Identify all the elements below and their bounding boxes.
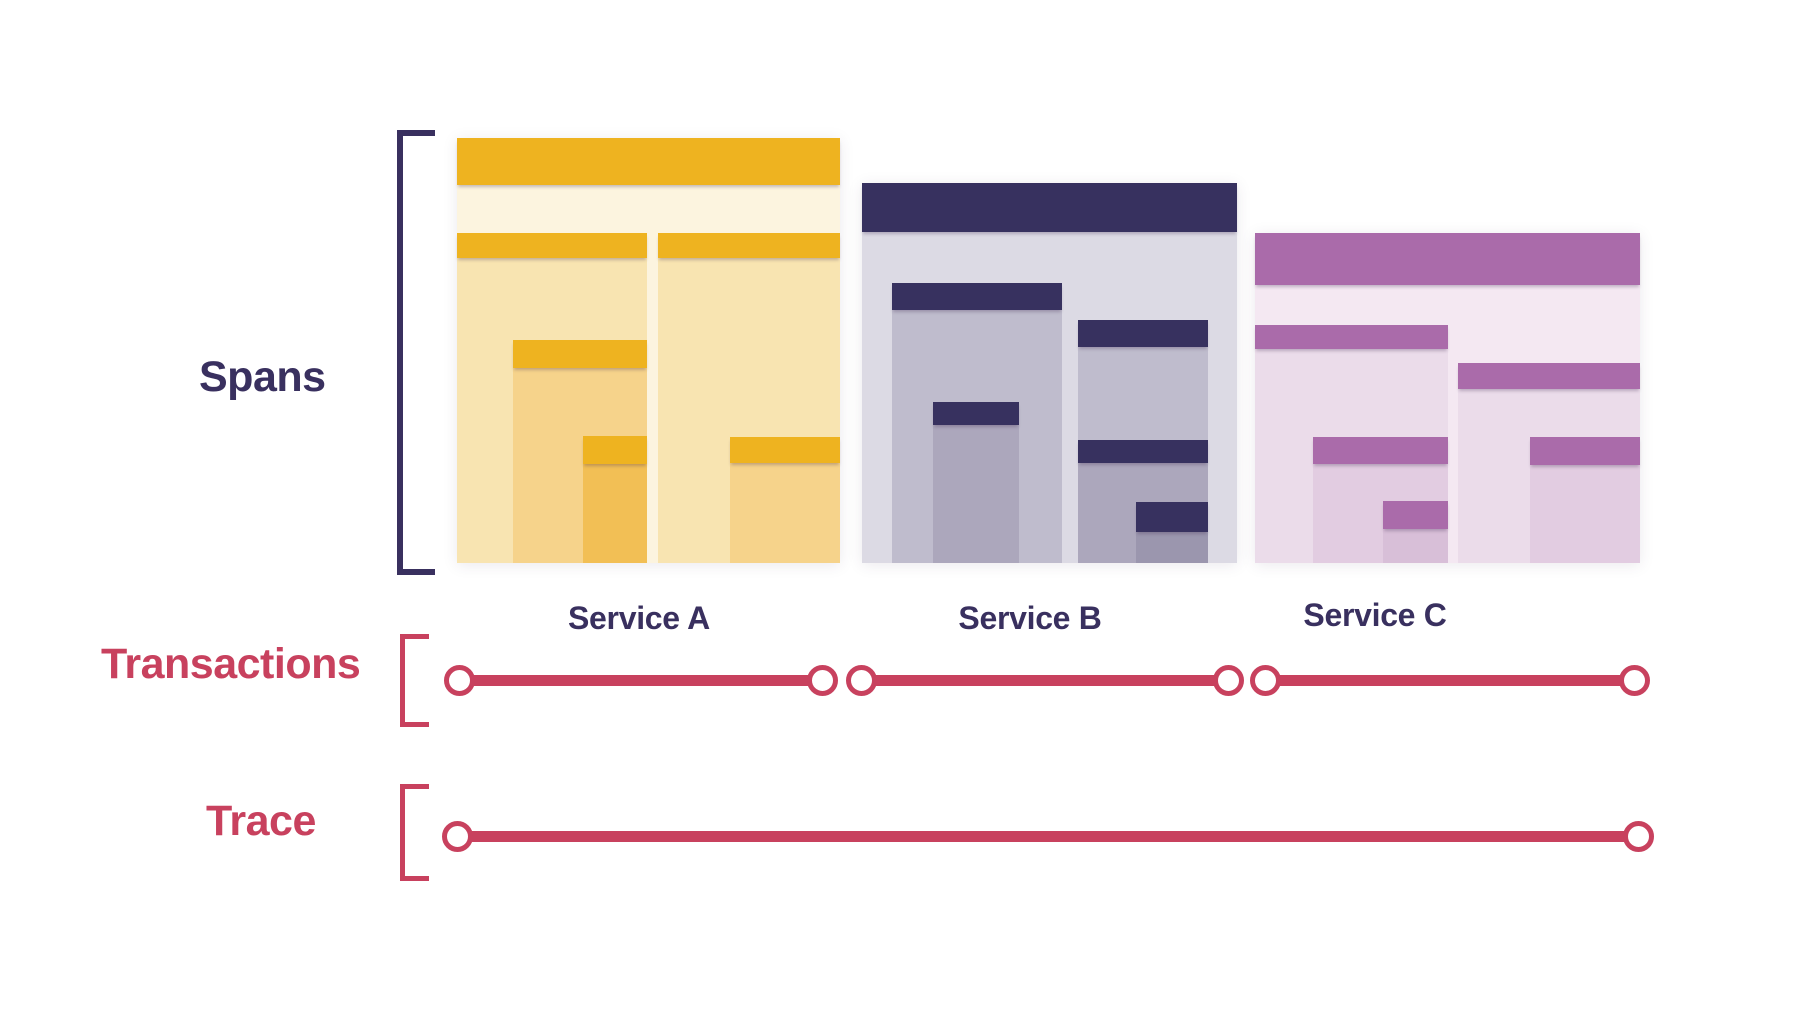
trace-label: Trace (206, 797, 316, 845)
span-bar-level-2 (1530, 437, 1640, 465)
transaction-endpoint (443, 664, 475, 696)
transaction-endpoint (806, 664, 838, 696)
transactions-bracket (400, 634, 429, 727)
transactions-label: Transactions (101, 640, 361, 688)
span-bar-level-3 (1136, 502, 1208, 532)
transaction-line (1265, 674, 1634, 686)
span-bar-level-1 (892, 283, 1062, 310)
trace-endpoint (1622, 820, 1654, 852)
span-bar-level-2 (933, 402, 1019, 425)
service-a-label: Service A (568, 600, 710, 636)
transaction-endpoint (1249, 664, 1281, 696)
span-bar-level-1 (1078, 320, 1208, 347)
span-bar-level-1 (1458, 363, 1640, 389)
span-bar-level-3 (1383, 501, 1448, 529)
transaction-line (861, 674, 1228, 686)
span-bar-level-1 (1255, 325, 1448, 349)
service-c-label: Service C (1303, 597, 1447, 633)
trace-endpoint (441, 820, 473, 852)
span-bar-level-1 (457, 233, 647, 258)
spans-bracket (397, 130, 435, 575)
transaction-endpoint (1212, 664, 1244, 696)
span-bar-level-0 (457, 138, 840, 185)
span-body-level-2 (933, 402, 1019, 563)
span-bar-level-1 (658, 233, 840, 258)
span-bar-level-2 (730, 437, 840, 463)
trace-line (457, 830, 1638, 842)
span-bar-level-0 (862, 183, 1237, 232)
span-bar-level-2 (1313, 437, 1448, 464)
service-b-label: Service B (958, 600, 1102, 636)
transaction-endpoint (845, 664, 877, 696)
transaction-line (459, 674, 822, 686)
span-bar-level-0 (1255, 233, 1640, 285)
transaction-endpoint (1618, 664, 1650, 696)
trace-bracket (400, 784, 429, 881)
spans-label: Spans (199, 353, 326, 401)
span-bar-level-3 (583, 436, 647, 464)
span-bar-level-2 (513, 340, 647, 368)
span-bar-level-2 (1078, 440, 1208, 463)
